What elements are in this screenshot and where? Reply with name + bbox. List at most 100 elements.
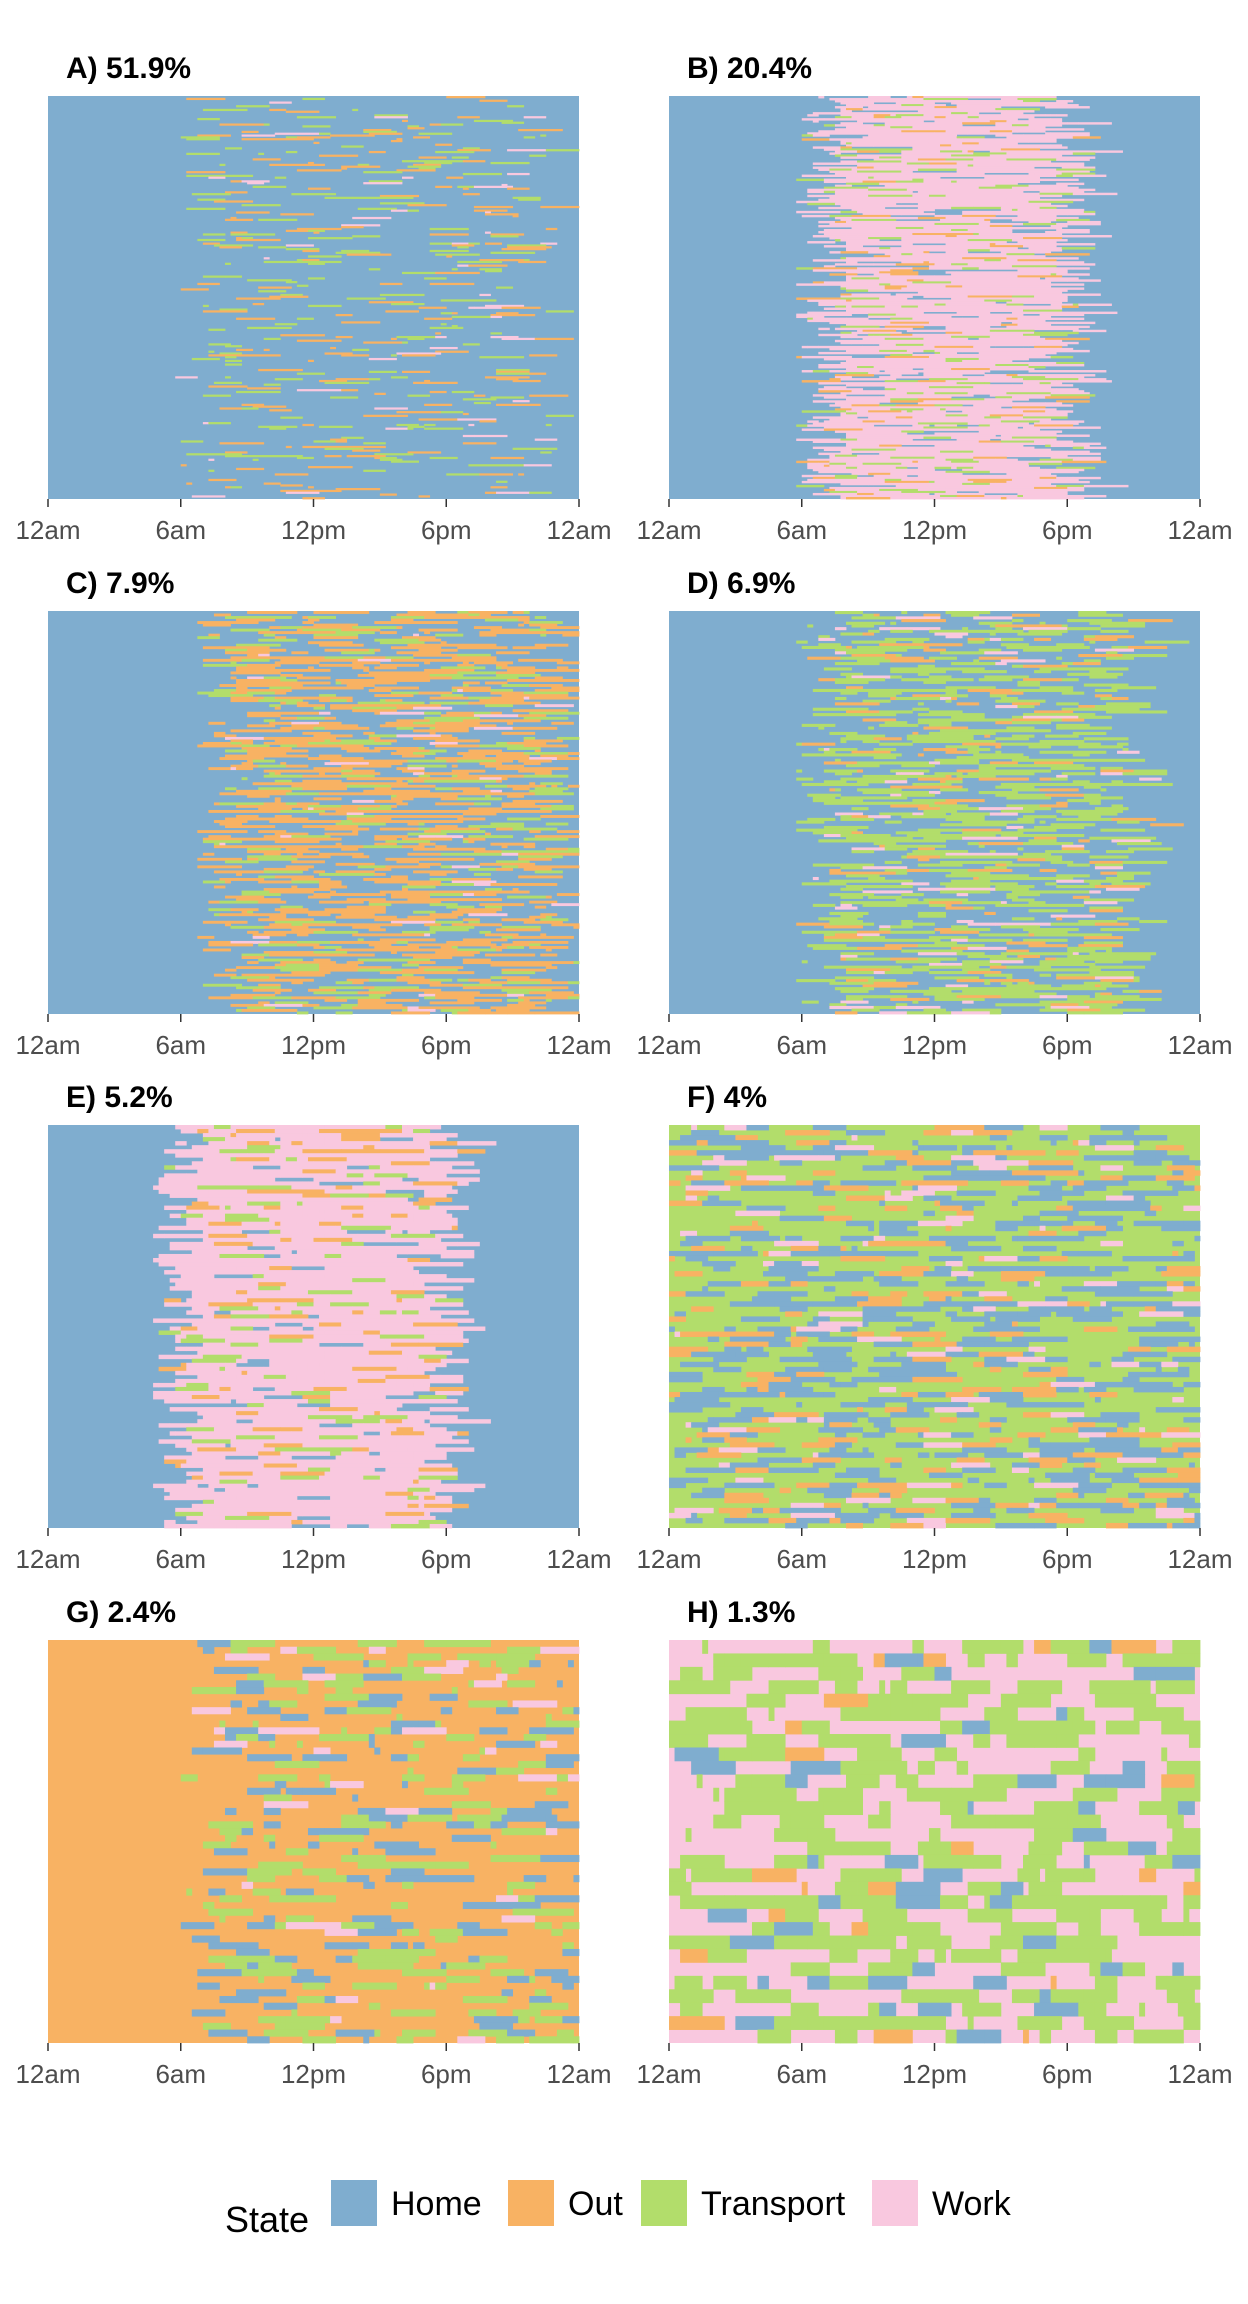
state-segment [280,961,292,965]
state-segment [291,835,331,839]
state-segment [496,953,514,957]
state-segment [407,832,447,836]
state-segment [846,782,858,787]
state-segment [928,936,969,940]
state-segment [1017,158,1057,161]
state-segment [840,817,875,821]
state-segment [846,176,869,180]
state-segment [202,741,226,745]
state-segment [812,863,836,867]
state-segment [1056,817,1079,821]
state-segment [917,249,935,252]
state-segment [407,1257,431,1263]
state-segment [890,283,902,286]
state-segment [202,1153,248,1158]
state-segment [413,1282,425,1287]
state-segment [501,961,541,965]
state-segment [984,398,1007,401]
state-segment [540,933,547,937]
state-segment [296,953,325,957]
state-segment [501,666,530,670]
state-segment [230,628,270,632]
state-segment [457,817,486,821]
state-segment [917,721,952,725]
state-segment [906,208,919,212]
state-segment [247,759,254,763]
state-segment [862,699,880,703]
state-segment [934,496,974,500]
state-segment [906,764,935,768]
state-segment [962,836,980,840]
state-segment [324,739,331,743]
state-segment [873,965,902,969]
state-segment [385,1125,403,1130]
state-segment [940,204,946,208]
state-segment [197,1169,226,1174]
state-segment [335,809,342,813]
state-segment [440,299,458,302]
state-segment [280,850,320,854]
state-segment [291,1225,337,1231]
state-segment [834,154,858,157]
state-segment [385,1006,408,1010]
state-segment [934,492,974,496]
state-segment [829,168,852,171]
state-segment [319,1209,325,1215]
state-segment [951,1011,991,1015]
state-segment [473,724,497,728]
state-segment [868,438,913,441]
state-segment [501,850,541,854]
state-segment [390,920,436,924]
state-segment [1017,683,1040,687]
state-segment [912,347,958,351]
state-segment [496,827,514,831]
state-segment [1017,259,1057,262]
x-tick-label: 12pm [902,1030,967,1060]
state-segment [812,446,825,450]
state-segment [374,986,419,990]
state-segment [928,761,941,765]
state-segment [818,168,830,171]
state-segment [851,440,858,443]
state-segment [418,862,442,866]
state-segment [252,458,259,461]
state-segment [928,484,941,488]
state-segment [895,388,930,391]
state-segment [180,464,187,467]
state-segment [1100,997,1140,1001]
state-segment [247,611,259,614]
state-segment [335,1209,348,1215]
state-segment [175,1165,193,1170]
state-segment [912,178,924,182]
state-segment [901,490,946,494]
state-segment [1105,954,1151,958]
state-segment [496,754,530,758]
state-segment [840,160,858,163]
state-segment [862,392,880,395]
state-segment [895,653,902,658]
state-segment [324,953,342,957]
state-segment [1094,809,1123,813]
state-segment [945,470,991,474]
state-segment [529,782,536,786]
state-segment [846,108,863,111]
state-segment [274,1241,314,1247]
state-segment [951,402,974,405]
state-segment [995,289,1002,292]
state-segment [285,847,309,851]
state-segment [230,231,248,234]
state-segment [829,1005,875,1010]
state-segment [1122,748,1129,752]
state-segment [1061,968,1101,972]
state-segment [906,188,941,192]
state-segment [1028,297,1068,300]
state-segment [368,1193,386,1198]
state-segment [1122,952,1157,956]
state-segment [523,865,547,869]
state-segment [978,836,1018,840]
state-segment [402,885,436,889]
state-segment [928,656,958,660]
state-segment [197,744,231,748]
state-segment [840,108,847,111]
state-segment [335,1201,375,1206]
